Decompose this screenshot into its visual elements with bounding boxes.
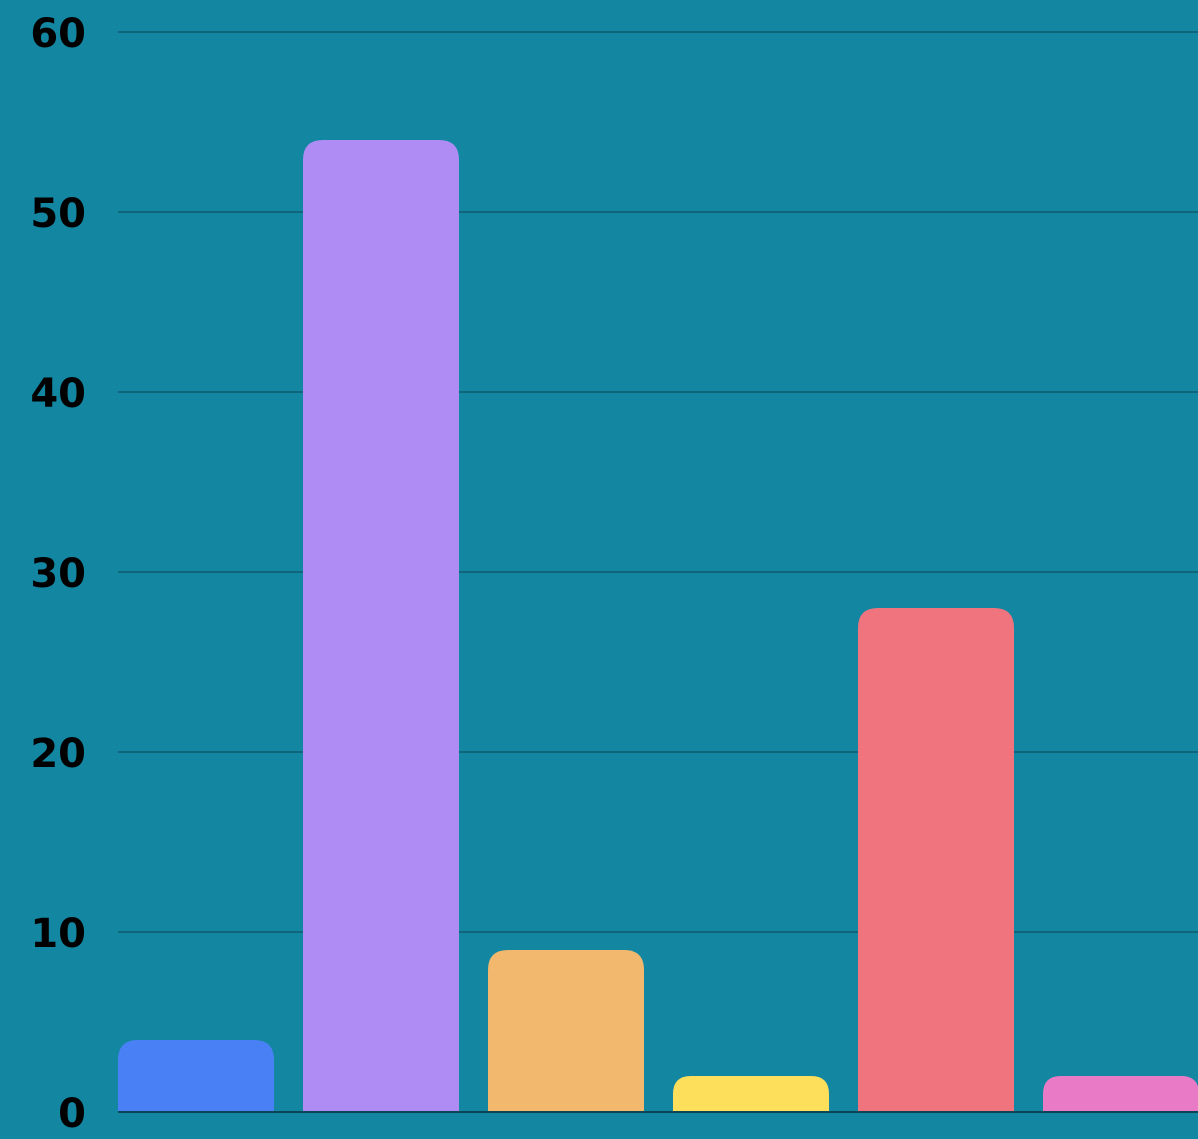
bar-5 bbox=[858, 608, 1014, 1112]
y-tick-label-50: 50 bbox=[30, 191, 86, 237]
bar-6 bbox=[1043, 1076, 1198, 1112]
y-tick-label-0: 0 bbox=[58, 1091, 86, 1137]
bar-4 bbox=[673, 1076, 829, 1112]
bar-1 bbox=[118, 1040, 274, 1112]
y-tick-label-30: 30 bbox=[30, 551, 86, 597]
grid-lines bbox=[118, 31, 1198, 1113]
bar-3 bbox=[488, 950, 644, 1112]
bar-2 bbox=[303, 140, 459, 1112]
y-axis-tick-labels: 0 10 20 30 40 50 60 bbox=[30, 11, 86, 1137]
bars bbox=[118, 140, 1198, 1112]
y-tick-label-10: 10 bbox=[30, 911, 86, 957]
y-tick-label-20: 20 bbox=[30, 731, 86, 777]
y-tick-label-60: 60 bbox=[30, 11, 86, 57]
y-tick-label-40: 40 bbox=[30, 371, 86, 417]
